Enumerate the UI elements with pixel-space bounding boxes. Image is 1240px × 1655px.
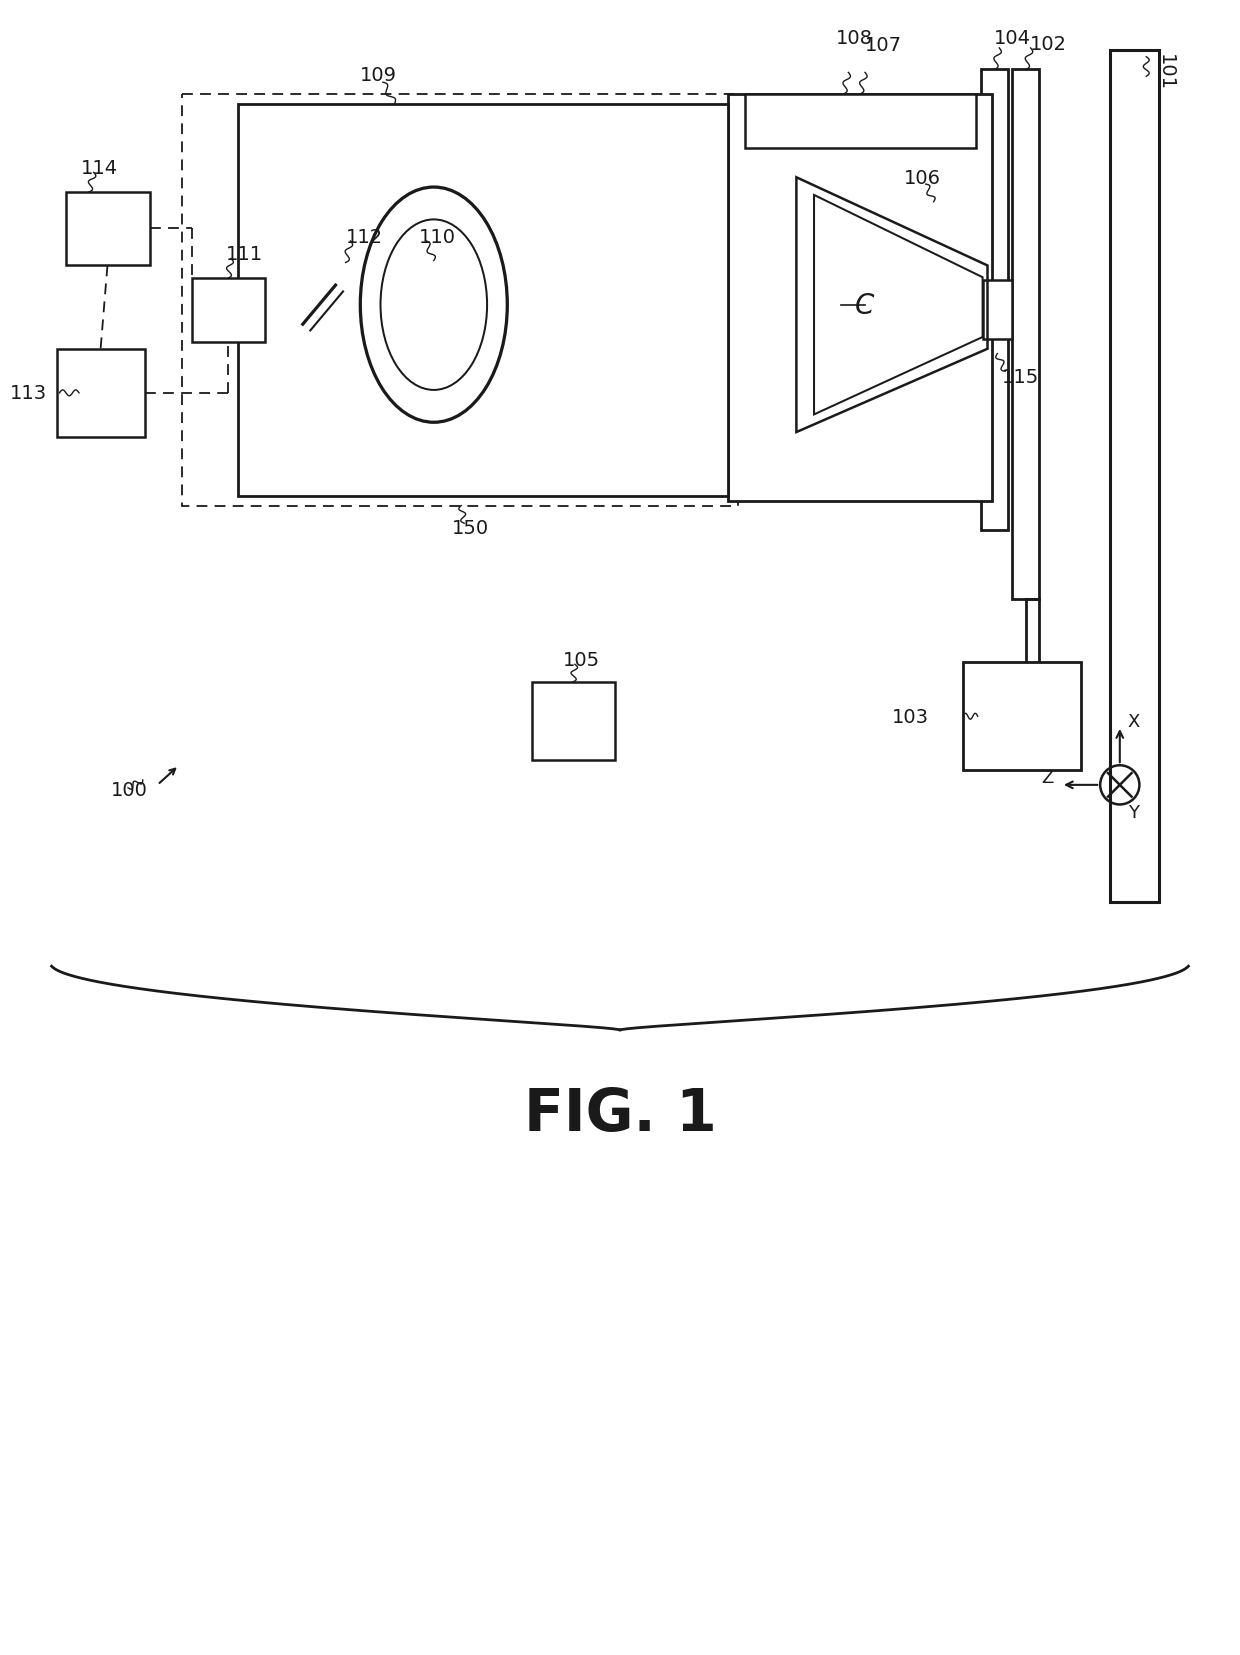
Text: X: X [1127,713,1140,732]
Bar [981,71,1008,531]
Text: 106: 106 [904,169,941,187]
Bar [182,94,738,506]
Text: 114: 114 [81,159,118,177]
Text: 150: 150 [451,518,489,538]
Text: 100: 100 [110,781,148,799]
Text: 108: 108 [836,28,873,48]
Text: C: C [856,291,874,319]
Bar [963,664,1080,771]
Text: Y: Y [1127,804,1138,823]
Bar [192,280,265,343]
Text: 101: 101 [1156,53,1176,91]
Text: 110: 110 [419,227,456,247]
Text: FIG. 1: FIG. 1 [523,1086,717,1142]
Text: 107: 107 [866,36,901,55]
Bar [238,104,728,496]
Text: 105: 105 [563,650,600,670]
Bar [728,94,992,501]
Bar [982,281,1012,339]
Bar [66,194,150,266]
Bar [57,349,145,437]
Text: 111: 111 [226,245,263,265]
Text: 113: 113 [10,384,47,404]
Bar [1012,71,1039,599]
Text: Z: Z [1042,768,1054,786]
Text: 109: 109 [361,66,397,84]
Bar [1110,51,1159,904]
Text: 102: 102 [1029,35,1066,53]
Text: 104: 104 [994,28,1032,48]
Text: 112: 112 [346,227,383,247]
Text: 103: 103 [892,707,929,727]
Bar [532,682,615,761]
Text: 115: 115 [1002,367,1039,387]
Bar [745,94,976,149]
